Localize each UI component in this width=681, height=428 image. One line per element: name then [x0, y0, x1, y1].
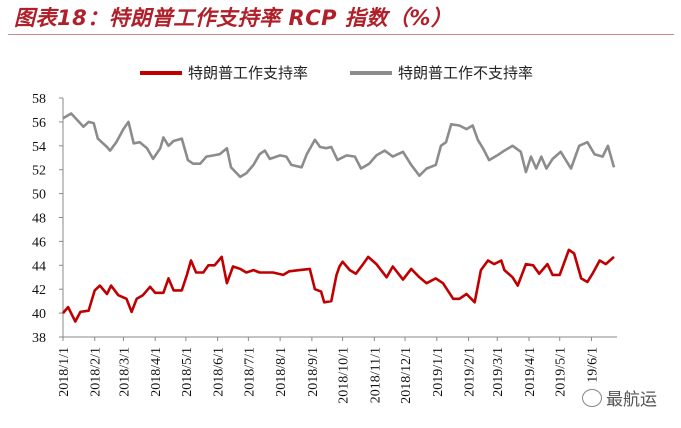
x-tick-label: 2018/6/1: [212, 347, 227, 397]
x-tick-label: 2018/9/1: [306, 347, 321, 397]
y-tick-label: 46: [32, 235, 46, 250]
y-tick-label: 50: [32, 188, 46, 203]
series-line-disapprove: [62, 112, 616, 179]
legend-swatch-approve: [140, 70, 182, 75]
x-tick-label: 2018/7/1: [242, 347, 257, 397]
x-tick-label: 2018/1/1: [57, 347, 72, 397]
watermark: 最航运: [582, 385, 657, 410]
x-tick-label: 2018/11/1: [368, 347, 383, 403]
y-tick-label: 38: [32, 331, 46, 346]
legend-swatch-disapprove: [350, 70, 392, 75]
x-tick-label: 2019/2/1: [463, 347, 478, 397]
y-tick-label: 54: [32, 140, 46, 155]
series-line-approve: [62, 248, 615, 323]
x-tick-label: 2019/3/1: [491, 347, 506, 397]
y-tick-label: 56: [32, 116, 46, 131]
y-tick-label: 42: [32, 283, 46, 298]
y-tick-label: 52: [32, 164, 46, 179]
y-tick-label: 40: [32, 307, 46, 322]
x-tick-label: 2018/4/1: [149, 347, 164, 397]
x-tick-label: 2018/2/1: [89, 347, 104, 397]
x-tick-label: 2018/10/1: [337, 347, 352, 404]
legend-item-approve: 特朗普工作支持率: [140, 62, 308, 83]
y-tick-label: 58: [32, 92, 46, 107]
x-tick-label: 2018/12/1: [399, 347, 414, 404]
x-tick-label: 2018/8/1: [274, 347, 289, 397]
legend-label-disapprove: 特朗普工作不支持率: [398, 64, 534, 82]
y-tick-label: 44: [32, 259, 46, 274]
x-tick-label: 2019/4/1: [523, 347, 538, 397]
x-tick-label: 2019/5/1: [554, 347, 569, 397]
chart-title: 图表18：特朗普工作支持率 RCP 指数（%）: [14, 6, 453, 30]
x-tick-label: 2019/1/1: [431, 347, 446, 397]
legend-item-disapprove: 特朗普工作不支持率: [350, 62, 533, 83]
x-tick-label: 19/6/1: [585, 347, 600, 383]
wechat-icon: [582, 388, 602, 407]
x-tick-label: 2018/3/1: [117, 347, 132, 397]
title-divider: [8, 34, 674, 35]
y-tick-label: 48: [32, 212, 46, 227]
legend-label-approve: 特朗普工作支持率: [188, 64, 309, 82]
watermark-text: 最航运: [606, 390, 657, 410]
x-tick-label: 2018/5/1: [180, 347, 195, 397]
